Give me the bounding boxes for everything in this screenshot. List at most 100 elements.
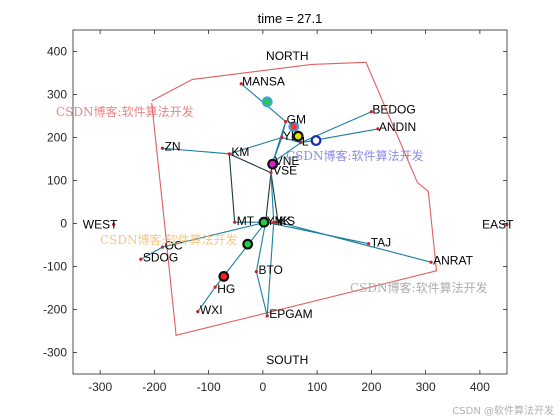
axes-frame	[72, 29, 508, 375]
node-point	[265, 314, 269, 318]
edge-line	[281, 136, 301, 144]
x-tick-label: 400	[470, 380, 490, 394]
compass-label: NORTH	[266, 49, 308, 63]
node-label: SDOG	[143, 250, 178, 264]
y-tick-label: -200	[43, 303, 67, 317]
watermark-text: CSDN博客:软件算法开发	[56, 105, 194, 119]
x-tick-label: 0	[260, 380, 267, 394]
node-point	[299, 141, 303, 145]
node-point	[280, 135, 284, 140]
node-label: TAJ	[371, 235, 391, 249]
agent-marker	[310, 135, 322, 146]
watermark-text: CSDN博客:软件算法开发	[350, 281, 488, 295]
node-label: ZN	[165, 140, 181, 154]
node-label: VSE	[273, 164, 297, 178]
y-tick-label: -100	[43, 260, 67, 274]
agent-marker	[292, 130, 304, 142]
node-point	[276, 220, 280, 224]
node-point	[139, 257, 143, 261]
y-tick-label: 0	[60, 217, 67, 231]
compass-label: EAST	[482, 217, 514, 231]
compass-label: WEST	[83, 217, 118, 231]
node-point	[376, 127, 380, 131]
edge-line	[140, 246, 163, 260]
edge-line	[197, 286, 216, 312]
compass-label: SOUTH	[266, 353, 308, 367]
chart-title: time = 27.1	[258, 11, 323, 26]
edge-line	[255, 222, 267, 272]
edge-line	[229, 136, 283, 155]
edge-line	[270, 172, 275, 223]
edge-line	[272, 121, 287, 163]
y-tick-label: -300	[43, 346, 67, 360]
node-label: KM	[231, 145, 249, 159]
x-tick-label: 100	[307, 380, 327, 394]
edge-line	[228, 153, 236, 223]
x-tick-label: -300	[88, 380, 112, 394]
node-label: MT	[237, 214, 255, 228]
axes: -300 -200 -100 0 100 200 300 400 -300 -200 -100 0 10…	[43, 29, 508, 394]
boundary-line	[151, 61, 438, 336]
node-label: YN	[267, 214, 284, 228]
x-tick-label: 200	[361, 380, 381, 394]
node-point	[160, 146, 165, 150]
node-label: HG	[217, 282, 235, 296]
node-label: BTO	[258, 263, 282, 277]
y-tick-label: 300	[47, 88, 67, 102]
node-point	[429, 260, 433, 264]
x-tick-label: -100	[197, 380, 221, 394]
edge-line	[272, 142, 302, 163]
agent-markers	[218, 96, 322, 282]
node-point	[254, 270, 258, 274]
node-label: BEDOG	[372, 103, 415, 117]
x-tick-label: -200	[142, 380, 166, 394]
node-point	[284, 119, 288, 124]
boundary-polygon	[151, 61, 438, 336]
watermark-text: CSDN博客:软件算法开发	[286, 149, 424, 163]
edge-line	[255, 271, 268, 317]
credit-text: CSDN @软件算法开发	[452, 406, 554, 417]
node-label: YK	[275, 214, 291, 228]
edge-line	[265, 172, 272, 223]
edge-line	[277, 221, 432, 263]
node-point	[112, 222, 116, 226]
agent-marker	[261, 96, 273, 108]
node-label: KS	[279, 214, 295, 228]
node-point	[269, 171, 273, 175]
edge-line	[162, 221, 266, 248]
node-point	[196, 310, 200, 314]
agent-marker	[267, 158, 279, 170]
edge-line	[162, 147, 230, 155]
node-point	[233, 220, 237, 224]
node-label: MANSA	[242, 75, 285, 89]
y-tick-label: 100	[47, 174, 67, 188]
node-point	[227, 152, 231, 156]
node-label: YL	[283, 129, 298, 143]
edge-line	[266, 222, 275, 316]
node-point	[367, 242, 371, 246]
node-label: GM	[287, 112, 306, 126]
agent-marker	[242, 238, 254, 250]
watermark-text: CSDN博客:软件算法开发	[100, 233, 238, 247]
edge-lines	[140, 83, 432, 317]
agent-marker	[218, 270, 230, 282]
node-label: EPGAM	[269, 307, 312, 321]
y-tick-label: 200	[47, 131, 67, 145]
node-point	[213, 285, 217, 289]
node-label: OC	[165, 238, 183, 252]
node-point	[272, 220, 276, 224]
node-label: L	[302, 134, 309, 148]
x-tick-label: 300	[416, 380, 436, 394]
node-label: ANRAT	[433, 253, 473, 267]
y-tick-label: 400	[47, 45, 67, 59]
agent-marker	[288, 121, 300, 133]
node-label: ANDIN	[379, 120, 416, 134]
node-label: VNE	[275, 154, 300, 168]
compass-labels: NORTH SOUTH WEST EAST	[83, 49, 514, 367]
node-label: WXI	[200, 303, 223, 317]
edge-line	[229, 153, 272, 174]
edge-line	[270, 172, 279, 223]
node-point	[369, 110, 373, 114]
